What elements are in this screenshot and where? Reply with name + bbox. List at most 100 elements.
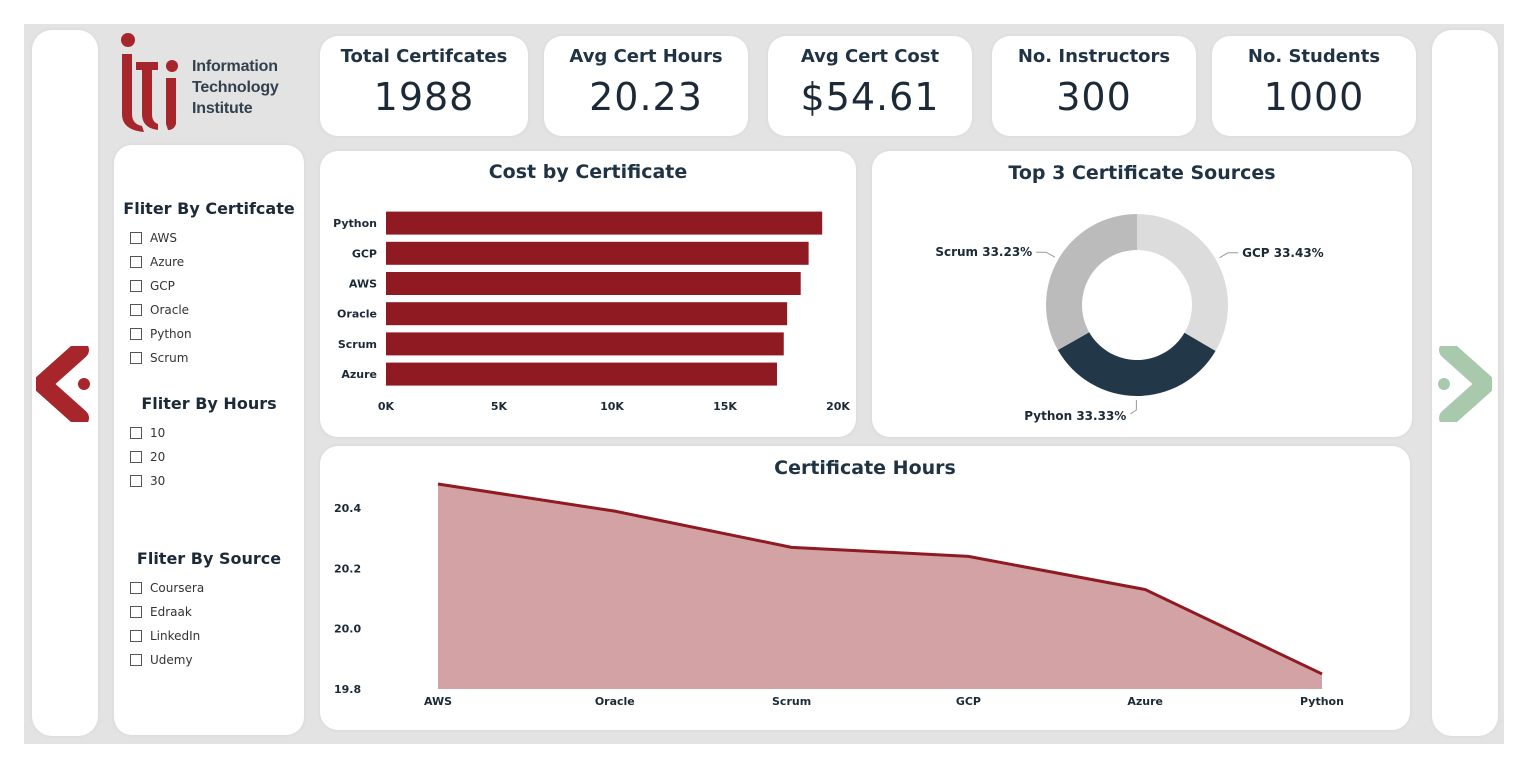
slice-label-python: Python 33.33% [1024, 409, 1126, 423]
filter-option-oracle[interactable]: Oracle [114, 298, 304, 322]
kpi-label: Avg Cert Cost [800, 46, 940, 67]
slice-label-scrum: Scrum 33.23% [935, 245, 1032, 259]
bar-gcp[interactable] [386, 241, 809, 265]
checkbox[interactable] [130, 328, 142, 340]
leader-line [1130, 399, 1137, 415]
x-tick-label: Oracle [595, 695, 635, 708]
filter-option-coursera[interactable]: Coursera [114, 576, 304, 600]
kpi-label: No. Students [1247, 46, 1381, 67]
chevron-right-icon[interactable] [1436, 346, 1492, 422]
filter-option-scrum[interactable]: Scrum [114, 346, 304, 370]
x-tick-label: 5K [491, 400, 508, 413]
bar-oracle[interactable] [386, 302, 788, 326]
kpi-value: 20.23 [589, 75, 703, 119]
filter-option-linkedin[interactable]: LinkedIn [114, 624, 304, 648]
option-label: 20 [150, 450, 166, 464]
checkbox[interactable] [130, 232, 142, 244]
filter-option-azure[interactable]: Azure [114, 250, 304, 274]
hours-area-chart: AWS Oracle Scrum GCP Azure Python 19.8 20.0 20.2… [334, 481, 1344, 708]
chart-title: Cost by Certificate [488, 161, 688, 183]
hours-line [437, 482, 1323, 676]
chart-title: Top 3 Certificate Sources [1008, 162, 1276, 184]
x-tick-label: 10K [600, 400, 624, 413]
slice-python[interactable] [1057, 332, 1216, 396]
kpi-label: Avg Cert Hours [569, 46, 723, 67]
data-point-python[interactable] [1319, 671, 1325, 677]
kpi-value: 300 [1056, 75, 1132, 119]
checkbox[interactable] [130, 352, 142, 364]
filter-option-30[interactable]: 30 [114, 469, 304, 493]
checkbox[interactable] [130, 582, 142, 594]
leader-line [1219, 252, 1239, 259]
checkbox[interactable] [130, 606, 142, 618]
checkbox[interactable] [130, 654, 142, 666]
cost-bar-chart: Python GCP AWS Oracle Scrum Azure 0K 5K 10K 15K 20… [333, 211, 850, 413]
logo-line-technology: Technology [192, 79, 279, 96]
filter-hours: Fliter By Hours 10 20 30 [114, 394, 304, 493]
slice-label-gcp: GCP 33.43% [1242, 246, 1324, 260]
kpi-label: No. Instructors [1017, 46, 1171, 67]
chevron-left-icon[interactable] [36, 346, 92, 422]
certificate-hours-card: Certificate Hours AWS Oracle Scrum GCP Azure… [320, 446, 1410, 730]
bar-azure[interactable] [386, 362, 777, 386]
data-point-scrum[interactable] [789, 544, 795, 550]
data-point-oracle[interactable] [612, 508, 618, 514]
leader-line [1036, 251, 1056, 258]
filter-option-gcp[interactable]: GCP [114, 274, 304, 298]
kpi-total-certificates: Total Certifcates 1988 [320, 36, 528, 136]
x-tick-label: Python [1300, 695, 1344, 708]
top-sources-card: Top 3 Certificate Sources GCP 33.43% Pyth… [872, 151, 1412, 437]
filter-option-python[interactable]: Python [114, 322, 304, 346]
kpi-value: 1000 [1263, 75, 1365, 119]
filter-option-10[interactable]: 10 [114, 421, 304, 445]
kpi-value: 1988 [373, 75, 475, 119]
kpi-label: Total Certifcates [340, 46, 508, 67]
filter-title: Fliter By Hours [141, 394, 277, 413]
chart-title: Certificate Hours [774, 457, 956, 479]
option-label: Python [150, 327, 192, 341]
filter-option-udemy[interactable]: Udemy [114, 648, 304, 672]
slice-scrum[interactable] [1046, 214, 1137, 351]
filter-option-aws[interactable]: AWS [114, 226, 304, 250]
data-point-azure[interactable] [1142, 587, 1148, 593]
checkbox[interactable] [130, 256, 142, 268]
bar-aws[interactable] [386, 272, 801, 295]
option-label: LinkedIn [150, 629, 201, 643]
y-tick-label: Azure [341, 368, 377, 381]
option-label: Edraak [150, 605, 192, 619]
checkbox[interactable] [130, 280, 142, 292]
data-point-aws[interactable] [435, 481, 441, 487]
filter-title: Fliter By Certifcate [123, 199, 295, 218]
x-tick-label: 20K [826, 400, 850, 413]
slice-gcp[interactable] [1137, 214, 1228, 351]
checkbox[interactable] [130, 451, 142, 463]
area-fill [438, 484, 1322, 689]
data-point-gcp[interactable] [965, 553, 971, 559]
sources-donut-chart: GCP 33.43% Python 33.33% Scrum 33.23% [935, 214, 1324, 423]
x-tick-label: 15K [713, 400, 737, 413]
option-label: 10 [150, 426, 166, 440]
checkbox[interactable] [130, 475, 142, 487]
x-tick-label: AWS [424, 695, 452, 708]
filter-option-edraak[interactable]: Edraak [114, 600, 304, 624]
iti-logo [121, 33, 178, 132]
filter-source: Fliter By Source Coursera Edraak LinkedI… [114, 549, 304, 672]
y-tick-label: GCP [352, 247, 377, 260]
y-tick-label: Oracle [337, 308, 377, 321]
filter-certificate: Fliter By Certifcate AWS Azure GCP Oracl… [114, 199, 304, 370]
checkbox[interactable] [130, 630, 142, 642]
x-tick-label: 0K [378, 400, 395, 413]
y-tick-label: 20.2 [334, 562, 361, 575]
y-tick-label: Python [333, 217, 377, 230]
y-tick-label: AWS [349, 278, 377, 291]
checkbox[interactable] [130, 304, 142, 316]
kpi-no-instructors: No. Instructors 300 [992, 36, 1196, 136]
filter-panel: Fliter By Certifcate AWS Azure GCP Oracl… [114, 145, 304, 735]
bar-scrum[interactable] [386, 332, 784, 356]
x-tick-label: GCP [956, 695, 981, 708]
checkbox[interactable] [130, 427, 142, 439]
kpi-no-students: No. Students 1000 [1212, 36, 1416, 136]
bar-python[interactable] [386, 211, 823, 235]
filter-option-20[interactable]: 20 [114, 445, 304, 469]
filter-title: Fliter By Source [136, 549, 282, 568]
